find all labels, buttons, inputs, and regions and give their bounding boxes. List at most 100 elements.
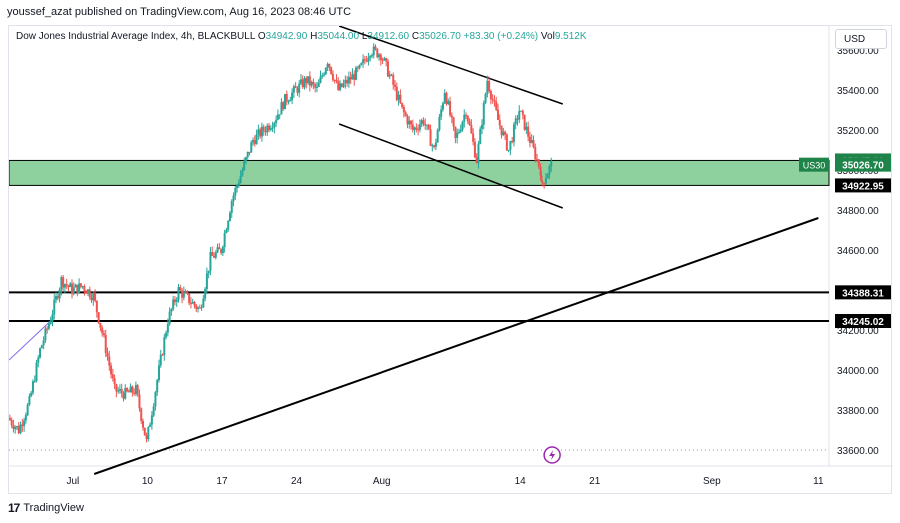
candle-body <box>21 424 24 427</box>
candle-body <box>117 390 120 392</box>
candle-body <box>94 293 97 301</box>
candle-body <box>413 127 416 130</box>
candle-body <box>234 187 237 196</box>
candle-body <box>195 305 198 309</box>
candle-body <box>484 93 487 103</box>
candle-body <box>299 79 302 84</box>
candle-body <box>379 54 382 60</box>
candle-body <box>239 175 242 183</box>
candle-body <box>225 229 228 233</box>
x-tick-label: 11 <box>813 476 824 487</box>
candle-body <box>216 247 219 253</box>
price-label: 35026.70 <box>842 161 884 172</box>
candle-body <box>202 298 205 308</box>
candle-body <box>228 212 231 221</box>
candle-body <box>283 94 286 110</box>
candle-body <box>340 83 343 87</box>
candle-body <box>31 381 34 393</box>
currency-button[interactable]: USD <box>835 29 887 49</box>
candle-body <box>369 55 372 58</box>
candle-body <box>275 119 278 124</box>
candle-body <box>381 59 384 61</box>
candle-body <box>243 161 246 171</box>
candle-body <box>159 354 162 366</box>
price-label-bg <box>835 313 891 328</box>
candle-body <box>108 356 111 366</box>
candle-body <box>500 125 503 136</box>
candle-body <box>347 76 350 84</box>
candle-body <box>142 420 145 428</box>
candle-body <box>362 59 365 64</box>
candle-body <box>69 283 72 288</box>
candle-body <box>314 84 317 88</box>
candle-body <box>541 181 544 183</box>
candle-body <box>161 354 164 356</box>
candle-body <box>356 67 359 69</box>
candle-body <box>516 118 519 120</box>
candle-body <box>456 132 459 138</box>
channel-upper-line <box>338 26 564 105</box>
candle-body <box>468 121 471 125</box>
candle-body <box>63 284 66 288</box>
candle-body <box>289 99 292 102</box>
chart-panel[interactable]: 33600.0033800.0034000.0034200.0034400.00… <box>8 25 893 495</box>
lightning-glyph <box>549 450 556 460</box>
candle-body <box>51 314 54 322</box>
candle-body <box>42 340 45 346</box>
price-chart[interactable]: 33600.0033800.0034000.0034200.0034400.00… <box>9 26 893 495</box>
candle-body <box>214 252 217 258</box>
candle-body <box>353 74 356 80</box>
candle-body <box>81 286 84 288</box>
candle-body <box>505 134 508 151</box>
candle-body <box>271 127 274 129</box>
candle-body <box>230 201 233 213</box>
candle-body <box>62 277 65 288</box>
candle-body <box>37 357 40 363</box>
candle-body <box>310 81 313 86</box>
candle-body <box>197 307 200 309</box>
candle-body <box>512 124 515 143</box>
candle-body <box>244 157 247 162</box>
candle-body <box>504 131 507 135</box>
candle-body <box>76 284 79 294</box>
candle-body <box>186 292 189 294</box>
low-value: 34912.60 <box>367 31 410 42</box>
candle-body <box>97 312 100 324</box>
candle-body <box>218 247 221 250</box>
candle-body <box>177 287 180 300</box>
y-tick-label: 35400.00 <box>837 86 879 97</box>
candle-body <box>200 307 203 309</box>
y-tick-label: 34800.00 <box>837 206 879 217</box>
candle-body <box>102 333 105 336</box>
candle-body <box>326 63 329 69</box>
candle-body <box>496 109 499 120</box>
candle-body <box>220 249 223 254</box>
price-label: 34245.02 <box>842 317 884 328</box>
candle-body <box>386 61 389 77</box>
candle-body <box>273 123 276 128</box>
symbol-legend: Dow Jones Industrial Average Index, 4h, … <box>16 31 587 42</box>
candle-body <box>493 100 496 102</box>
candle-body <box>157 365 160 381</box>
candle-body <box>376 48 379 58</box>
candle-body <box>319 76 322 83</box>
candle-body <box>90 297 93 301</box>
footer-brand: 17 TradingView <box>8 501 84 515</box>
candle-body <box>184 291 187 293</box>
candle-body <box>520 110 523 112</box>
channel-lower-line <box>338 123 564 209</box>
volume-label: Vol <box>540 31 555 42</box>
candle-body <box>152 406 155 416</box>
candle-body <box>168 311 171 325</box>
candle-body <box>449 101 452 116</box>
candle-body <box>440 109 443 117</box>
candle-body <box>292 86 295 93</box>
candle-body <box>438 116 441 131</box>
candle-body <box>227 220 230 230</box>
candle-body <box>193 301 196 306</box>
x-tick-label: 17 <box>216 476 228 487</box>
candle-body <box>264 131 267 133</box>
x-tick-label: 21 <box>589 476 601 487</box>
y-tick-label: 34000.00 <box>837 366 879 377</box>
candle-body <box>188 293 191 304</box>
